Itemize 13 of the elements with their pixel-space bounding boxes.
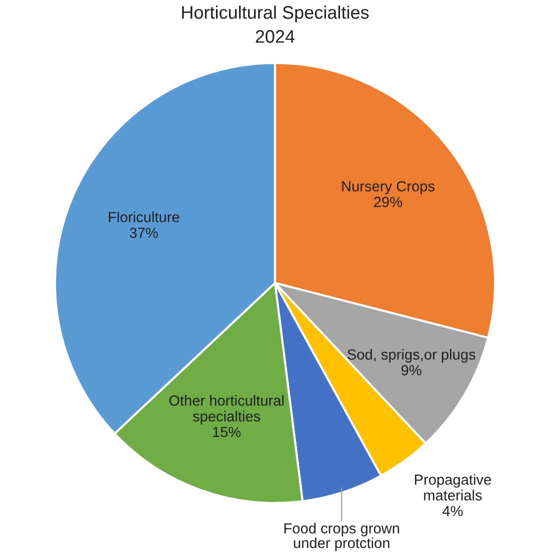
slice-label: Other horticultural specialties (169, 395, 284, 424)
chart-subtitle: 2024 (256, 30, 295, 43)
data-label: 29% (374, 196, 402, 208)
slice-label: Food crops grown under protction (284, 522, 400, 552)
slice-label: Floriculture (108, 212, 180, 222)
chart-title: Horticultural Specialties (182, 6, 369, 22)
data-label: 15% (213, 426, 241, 438)
data-label: 4% (442, 506, 463, 516)
slice-label: Nursery Crops (342, 181, 434, 194)
data-label: 37% (130, 228, 158, 238)
slice-label: Propagative materials (414, 474, 491, 500)
slice-label: Sod, sprigs,or plugs (348, 348, 476, 363)
data-label: 9% (401, 365, 422, 376)
